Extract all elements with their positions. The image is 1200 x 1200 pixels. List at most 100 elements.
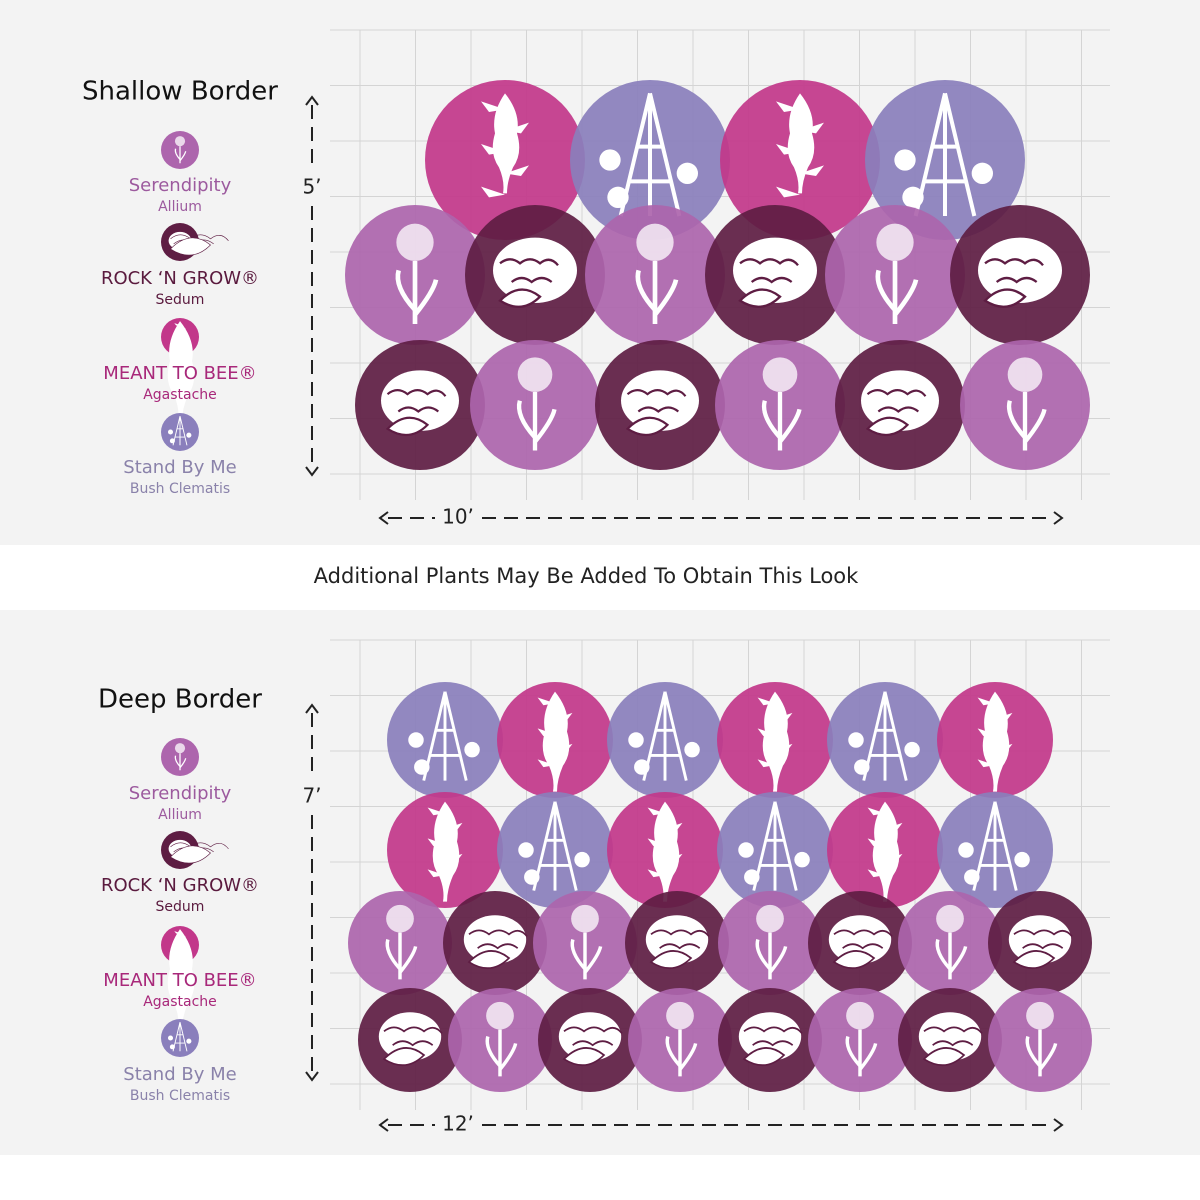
allium-head [762, 357, 798, 392]
arrow-head [378, 1118, 389, 1132]
allium-stem [755, 932, 788, 980]
sedum-cluster [493, 237, 577, 303]
plant-circle [533, 891, 637, 995]
allium-stem [761, 392, 802, 451]
agastache-leaf [445, 822, 463, 831]
plant-icon [977, 691, 1013, 792]
agastache-spike [787, 93, 815, 194]
plant-circle [937, 682, 1053, 798]
allium-stem [1025, 1029, 1058, 1077]
clematis-flower [902, 186, 924, 208]
plant-icon [395, 223, 439, 324]
plant-circle [718, 891, 822, 995]
plant-icon [761, 357, 802, 451]
plant-icon [845, 1001, 878, 1077]
agastache-leaf [757, 759, 775, 768]
plant-icon [621, 370, 699, 436]
plant-icon [168, 231, 229, 256]
sedum-detail [468, 929, 528, 950]
clematis-flower [524, 869, 540, 885]
plant-circle [607, 792, 723, 908]
allium-head [571, 904, 599, 933]
sedum-detail [833, 929, 893, 950]
plant-icon [733, 237, 817, 308]
agastache-leaf [180, 946, 186, 949]
allium-head [174, 136, 186, 147]
arrow-head [305, 1071, 319, 1082]
agastache-leaf [800, 165, 824, 176]
agastache-leaf [665, 822, 683, 831]
clematis-flower [684, 741, 700, 758]
panel-title: Deep Border [98, 685, 262, 715]
plant-circle [827, 792, 943, 908]
plant-circle [387, 792, 503, 908]
plant-circle [448, 988, 552, 1092]
sedum-cluster [645, 915, 709, 964]
plant-circle [718, 988, 822, 1092]
agastache-leaf [800, 122, 824, 134]
clematis-flower [574, 851, 590, 868]
clematis-flower [894, 149, 916, 171]
allium-stem [635, 261, 679, 324]
clematis-flower [744, 869, 760, 885]
allium-head [936, 904, 964, 933]
plant-icon [875, 223, 919, 324]
sedum-leaf [983, 288, 1027, 308]
plant-icon [518, 801, 590, 891]
allium-stem [570, 932, 603, 980]
plant-circle [717, 682, 833, 798]
plant-circle [358, 988, 462, 1092]
legend-name: MEANT TO BEE® [103, 363, 256, 384]
agastache-spike [167, 929, 195, 1030]
width-label: 10’ [442, 505, 474, 529]
sedum-leaf [832, 950, 876, 969]
plant-circle [825, 205, 965, 345]
sedum-detail [626, 389, 687, 413]
plant-circle [835, 340, 965, 470]
legend-species: Agastache [143, 387, 217, 403]
sedum-leaf [562, 1047, 606, 1066]
sedum-leaf [169, 237, 211, 256]
allium-head [756, 904, 784, 933]
agastache-leaf [427, 869, 445, 878]
width-label: 12’ [442, 1112, 474, 1136]
legend-species: Sedum [156, 899, 205, 915]
plant-icon [1006, 357, 1047, 451]
sedum-cluster [381, 370, 459, 431]
agastache-leaf [180, 328, 186, 331]
agastache-leaf [174, 333, 180, 336]
arrow-head [305, 95, 319, 106]
sedum-detail [563, 1026, 623, 1047]
sedum-leaf [498, 288, 542, 308]
plant-icon [174, 743, 187, 771]
agastache-leaf [174, 951, 180, 954]
clematis-flower [848, 732, 864, 748]
plant-circle [950, 205, 1090, 345]
allium-stem [935, 932, 968, 980]
agastache-leaf [445, 853, 463, 862]
plant-circle [628, 988, 732, 1092]
clematis-flower [971, 162, 993, 184]
agastache-leaf [995, 712, 1013, 721]
legend-name: Serendipity [129, 783, 232, 804]
plant-circle [443, 891, 547, 995]
allium-head [876, 223, 914, 261]
legend-name: ROCK ‘N GROW® [101, 875, 259, 896]
sedum-detail [386, 389, 447, 413]
plant-circle [570, 80, 730, 240]
agastache-leaf [867, 807, 885, 816]
plant-circle [988, 891, 1092, 995]
agastache-leaf [977, 759, 995, 768]
agastache-leaf [174, 941, 180, 944]
legend-name: Stand By Me [123, 457, 236, 478]
agastache-leaf [885, 853, 903, 862]
arrow-head [378, 511, 389, 525]
clematis-flower [634, 759, 650, 775]
agastache-leaf [665, 853, 683, 862]
agastache-leaf [537, 759, 555, 768]
agastache-leaf [481, 144, 505, 155]
plant-circle [625, 891, 729, 995]
height-label: 7’ [302, 784, 321, 808]
arrow-head [1053, 1118, 1064, 1132]
